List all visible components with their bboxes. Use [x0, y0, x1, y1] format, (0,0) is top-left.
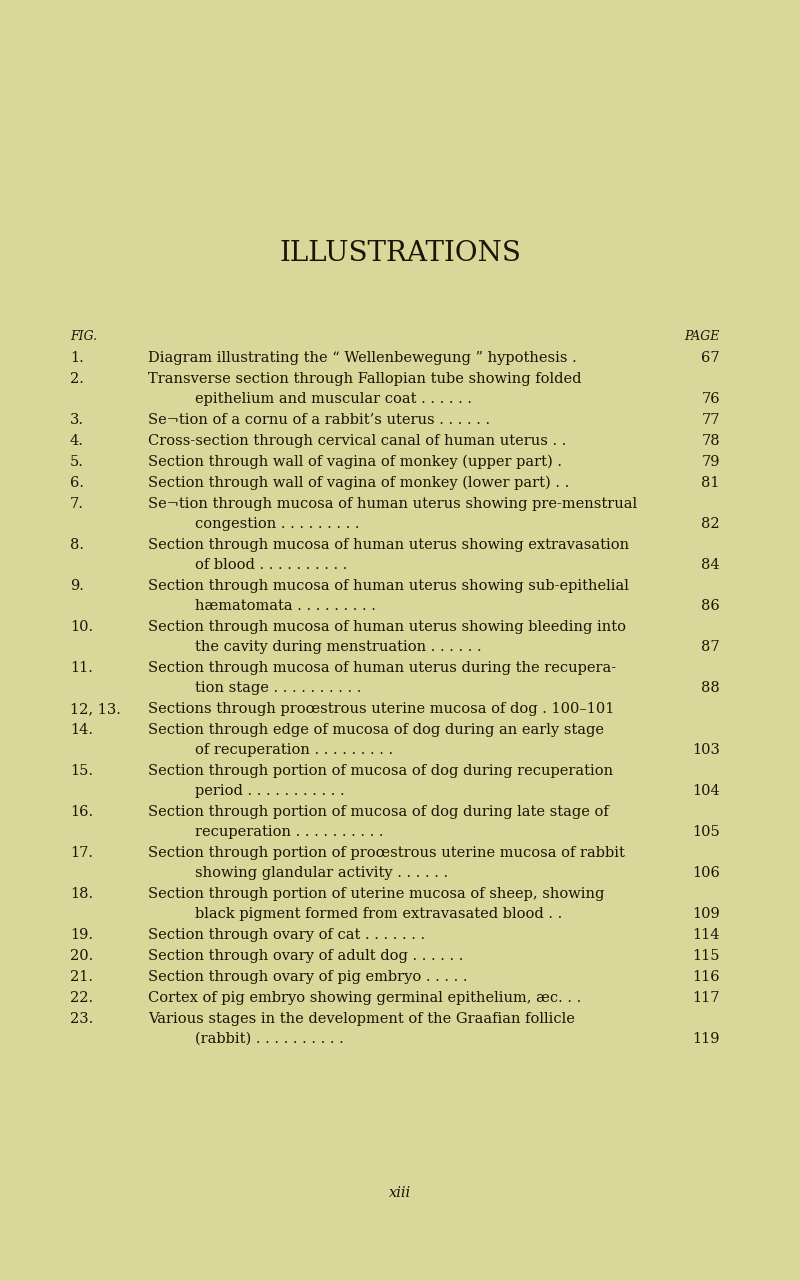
- Text: 12, 13.: 12, 13.: [70, 702, 121, 716]
- Text: ILLUSTRATIONS: ILLUSTRATIONS: [279, 240, 521, 266]
- Text: 67: 67: [702, 351, 720, 365]
- Text: (rabbit) . . . . . . . . . .: (rabbit) . . . . . . . . . .: [195, 1032, 348, 1047]
- Text: 104: 104: [692, 784, 720, 798]
- Text: Se¬tion of a cornu of a rabbit’s uterus . . . . . .: Se¬tion of a cornu of a rabbit’s uterus …: [148, 412, 494, 427]
- Text: epithelium and muscular coat . . . . . .: epithelium and muscular coat . . . . . .: [195, 392, 477, 406]
- Text: 76: 76: [702, 392, 720, 406]
- Text: Cortex of pig embryo showing germinal epithelium, æc. . .: Cortex of pig embryo showing germinal ep…: [148, 991, 586, 1006]
- Text: 20.: 20.: [70, 949, 94, 963]
- Text: hæmatomata . . . . . . . . .: hæmatomata . . . . . . . . .: [195, 600, 381, 614]
- Text: Section through ovary of adult dog . . . . . .: Section through ovary of adult dog . . .…: [148, 949, 468, 963]
- Text: Section through ovary of pig embryo . . . . .: Section through ovary of pig embryo . . …: [148, 970, 472, 984]
- Text: 109: 109: [692, 907, 720, 921]
- Text: 16.: 16.: [70, 804, 93, 819]
- Text: 14.: 14.: [70, 722, 93, 737]
- Text: 81: 81: [702, 477, 720, 491]
- Text: 82: 82: [702, 518, 720, 532]
- Text: Section through mucosa of human uterus showing extravasation: Section through mucosa of human uterus s…: [148, 538, 629, 552]
- Text: 3.: 3.: [70, 412, 84, 427]
- Text: 86: 86: [702, 600, 720, 614]
- Text: Section through mucosa of human uterus showing sub-epithelial: Section through mucosa of human uterus s…: [148, 579, 629, 593]
- Text: 11.: 11.: [70, 661, 93, 675]
- Text: Various stages in the development of the Graafian follicle: Various stages in the development of the…: [148, 1012, 575, 1026]
- Text: Se¬tion through mucosa of human uterus showing pre-menstrual: Se¬tion through mucosa of human uterus s…: [148, 497, 637, 511]
- Text: the cavity during menstruation . . . . . .: the cavity during menstruation . . . . .…: [195, 640, 486, 655]
- Text: Section through portion of mucosa of dog during recuperation: Section through portion of mucosa of dog…: [148, 763, 613, 778]
- Text: 23.: 23.: [70, 1012, 94, 1026]
- Text: 79: 79: [702, 455, 720, 469]
- Text: 18.: 18.: [70, 886, 93, 901]
- Text: Section through edge of mucosa of dog during an early stage: Section through edge of mucosa of dog du…: [148, 722, 604, 737]
- Text: FIG.: FIG.: [70, 330, 97, 343]
- Text: 103: 103: [692, 743, 720, 757]
- Text: Section through wall of vagina of monkey (lower part) . .: Section through wall of vagina of monkey…: [148, 477, 574, 491]
- Text: Section through ovary of cat . . . . . . .: Section through ovary of cat . . . . . .…: [148, 927, 430, 942]
- Text: tion stage . . . . . . . . . .: tion stage . . . . . . . . . .: [195, 681, 366, 696]
- Text: 1.: 1.: [70, 351, 84, 365]
- Text: 84: 84: [702, 559, 720, 573]
- Text: Cross-section through cervical canal of human uterus . .: Cross-section through cervical canal of …: [148, 434, 571, 448]
- Text: 9.: 9.: [70, 579, 84, 593]
- Text: Section through portion of uterine mucosa of sheep, showing: Section through portion of uterine mucos…: [148, 886, 604, 901]
- Text: xiii: xiii: [389, 1186, 411, 1200]
- Text: recuperation . . . . . . . . . .: recuperation . . . . . . . . . .: [195, 825, 388, 839]
- Text: Section through wall of vagina of monkey (upper part) .: Section through wall of vagina of monkey…: [148, 455, 566, 469]
- Text: 117: 117: [693, 991, 720, 1006]
- Text: Diagram illustrating the “ Wellenbewegung ” hypothesis .: Diagram illustrating the “ Wellenbewegun…: [148, 351, 582, 365]
- Text: 2.: 2.: [70, 371, 84, 386]
- Text: 88: 88: [702, 681, 720, 696]
- Text: 119: 119: [693, 1032, 720, 1047]
- Text: Sections through proœstrous uterine mucosa of dog . 100–101: Sections through proœstrous uterine muco…: [148, 702, 614, 716]
- Text: Section through mucosa of human uterus during the recupera-: Section through mucosa of human uterus d…: [148, 661, 616, 675]
- Text: Transverse section through Fallopian tube showing folded: Transverse section through Fallopian tub…: [148, 371, 582, 386]
- Text: 22.: 22.: [70, 991, 93, 1006]
- Text: 10.: 10.: [70, 620, 93, 634]
- Text: of recuperation . . . . . . . . .: of recuperation . . . . . . . . .: [195, 743, 398, 757]
- Text: PAGE: PAGE: [685, 330, 720, 343]
- Text: 115: 115: [693, 949, 720, 963]
- Text: Section through mucosa of human uterus showing bleeding into: Section through mucosa of human uterus s…: [148, 620, 626, 634]
- Text: Section through portion of mucosa of dog during late stage of: Section through portion of mucosa of dog…: [148, 804, 609, 819]
- Text: 78: 78: [702, 434, 720, 448]
- Text: 6.: 6.: [70, 477, 84, 491]
- Text: 5.: 5.: [70, 455, 84, 469]
- Text: 21.: 21.: [70, 970, 93, 984]
- Text: 7.: 7.: [70, 497, 84, 511]
- Text: congestion . . . . . . . . .: congestion . . . . . . . . .: [195, 518, 364, 532]
- Text: of blood . . . . . . . . . .: of blood . . . . . . . . . .: [195, 559, 352, 573]
- Text: 8.: 8.: [70, 538, 84, 552]
- Text: black pigment formed from extravasated blood . .: black pigment formed from extravasated b…: [195, 907, 567, 921]
- Text: 106: 106: [692, 866, 720, 880]
- Text: 77: 77: [702, 412, 720, 427]
- Text: 87: 87: [702, 640, 720, 655]
- Text: 105: 105: [692, 825, 720, 839]
- Text: 114: 114: [693, 927, 720, 942]
- Text: Section through portion of proœstrous uterine mucosa of rabbit: Section through portion of proœstrous ut…: [148, 845, 625, 860]
- Text: 19.: 19.: [70, 927, 93, 942]
- Text: period . . . . . . . . . . .: period . . . . . . . . . . .: [195, 784, 350, 798]
- Text: showing glandular activity . . . . . .: showing glandular activity . . . . . .: [195, 866, 453, 880]
- Text: 17.: 17.: [70, 845, 93, 860]
- Text: 116: 116: [692, 970, 720, 984]
- Text: 15.: 15.: [70, 763, 93, 778]
- Text: 4.: 4.: [70, 434, 84, 448]
